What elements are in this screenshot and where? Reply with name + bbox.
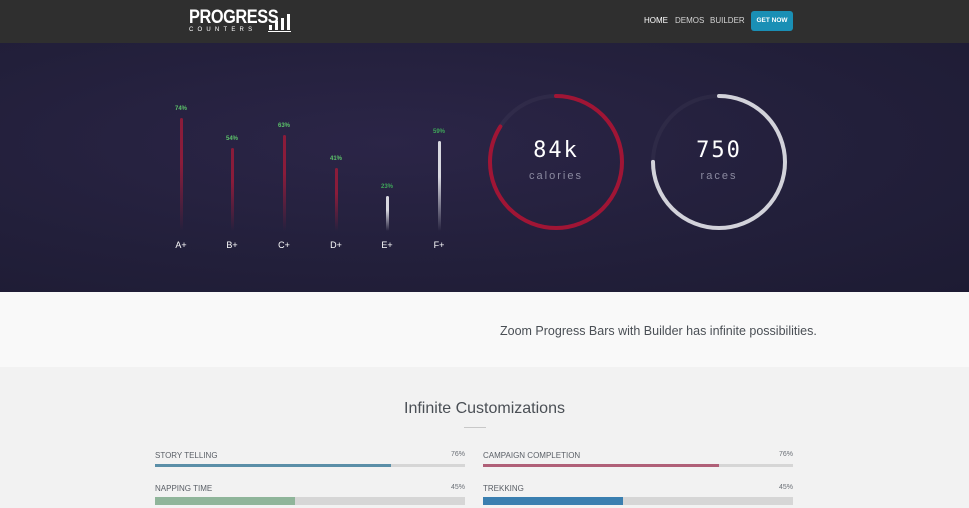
- progress-bar-label: STORY TELLING: [155, 451, 218, 460]
- title-divider: [464, 427, 486, 428]
- progress-bar-track: [155, 497, 465, 505]
- races-ring-graphic: [651, 94, 787, 230]
- progress-bar-fill: [483, 497, 623, 505]
- vertical-bar-label-2: B+: [226, 240, 238, 250]
- progress-bar-fill: [483, 464, 719, 467]
- races-ring-arc: [651, 94, 787, 230]
- vertical-bar-label-4: D+: [330, 240, 342, 250]
- progress-bar-label: CAMPAIGN COMPLETION: [483, 451, 581, 460]
- progress-bar-fill: [155, 497, 295, 505]
- vertical-bar-pct-5: 23%: [380, 184, 393, 190]
- section-title: Infinite Customizations: [404, 400, 565, 417]
- races-caption: races: [700, 170, 738, 182]
- progress-bar-campaign-completion: CAMPAIGN COMPLETION 76%: [483, 451, 793, 475]
- progress-bar-fill: [155, 464, 391, 467]
- progress-bar-percent: 76%: [778, 451, 793, 458]
- logo-subtitle: COUNTERS: [189, 27, 257, 33]
- progress-bar-napping-time: NAPPING TIME 45%: [155, 484, 465, 508]
- get-now-button[interactable]: GET NOW: [751, 11, 793, 31]
- vertical-bar-label-5: E+: [381, 240, 393, 250]
- hero-section: 74% A+ 54% B+ 63% C+ 41% D+ 23% E+ 59% F+ 84k calor…: [0, 43, 969, 292]
- tagline-text: Zoom Progress Bars with Builder has infi…: [500, 324, 817, 338]
- top-navbar: PROGRESS COUNTERS HOME DEMOS BUILDER GET…: [0, 0, 969, 43]
- vertical-bar-pct-2: 54%: [225, 136, 238, 142]
- progress-bar-percent: 76%: [450, 451, 465, 458]
- nav-builder[interactable]: BUILDER: [710, 16, 745, 25]
- vertical-bar-3: [283, 135, 286, 231]
- vertical-bar-pct-3: 63%: [277, 123, 290, 129]
- progress-bar-story-telling: STORY TELLING 76%: [155, 451, 465, 475]
- progress-bar-track: [483, 464, 793, 467]
- customizations-section: Infinite Customizations STORY TELLING 76%…: [0, 367, 969, 508]
- vertical-bar-4: [335, 168, 338, 231]
- calories-value: 84k: [533, 138, 579, 163]
- vertical-bar-2: [231, 148, 234, 231]
- tagline-banner: Zoom Progress Bars with Builder has infi…: [0, 292, 969, 367]
- vertical-bar-6: [438, 141, 441, 231]
- races-value: 750: [696, 138, 742, 163]
- vertical-bar-pct-4: 41%: [329, 156, 342, 162]
- progress-bar-label: TREKKING: [483, 484, 524, 493]
- calories-ring: 84k calories: [485, 91, 627, 233]
- vertical-bar-pct-6: 59%: [432, 129, 445, 135]
- progress-bar-percent: 45%: [450, 484, 465, 491]
- progress-bar-track: [483, 497, 793, 505]
- progress-bar-track: [155, 464, 465, 467]
- vertical-bar-label-6: F+: [433, 240, 445, 250]
- logo[interactable]: PROGRESS COUNTERS: [189, 8, 293, 34]
- races-ring: 750 races: [648, 91, 790, 233]
- calories-ring-graphic: [488, 94, 624, 230]
- calories-ring-arc: [488, 94, 624, 230]
- vertical-bar-pct-1: 74%: [174, 106, 187, 112]
- vertical-bar-label-3: C+: [278, 240, 290, 250]
- logo-title: PROGRESS: [189, 7, 279, 28]
- calories-caption: calories: [529, 170, 583, 182]
- progress-bar-trekking: TREKKING 45%: [483, 484, 793, 508]
- vertical-bar-label-1: A+: [175, 240, 187, 250]
- bar-chart-icon: [268, 11, 291, 32]
- vertical-bar-5: [386, 196, 389, 231]
- nav-home[interactable]: HOME: [644, 16, 668, 25]
- nav-demos[interactable]: DEMOS: [675, 16, 705, 25]
- progress-bar-percent: 45%: [778, 484, 793, 491]
- vertical-bar-1: [180, 118, 183, 231]
- progress-bar-label: NAPPING TIME: [155, 484, 213, 493]
